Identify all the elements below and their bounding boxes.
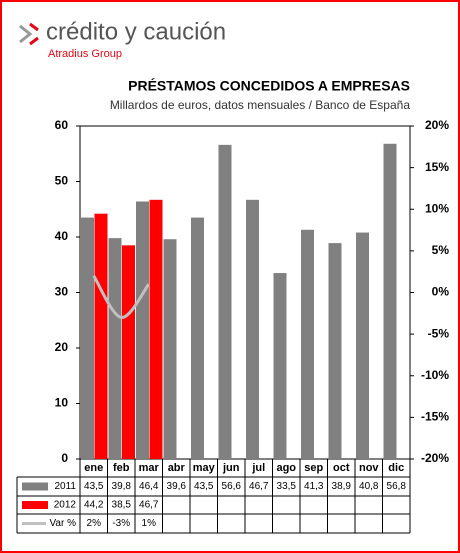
table-value: 56,8 [387,481,407,492]
y2-tick-label: 20% [425,118,449,132]
bar [191,217,204,459]
bar [273,273,287,459]
y-tick-label: 60 [55,118,69,132]
legend-label: 2012 [54,500,77,511]
legend-swatch [22,501,48,509]
x-tick-label: jun [222,462,240,474]
table-value: 43,5 [194,481,214,492]
y2-tick-label: -5% [428,326,450,340]
x-tick-label: may [193,462,216,474]
table-value: 1% [142,518,157,529]
y2-tick-label: -15% [421,410,449,424]
x-tick-label: dic [388,462,404,474]
table-value: 41,3 [304,481,324,492]
y2-tick-label: 10% [425,201,449,215]
table-value: 46,4 [139,481,159,492]
table-value: -3% [112,518,130,529]
x-tick-label: ago [276,462,296,474]
table-value: 44,2 [84,500,104,511]
table-value: 46,7 [249,481,269,492]
bar [149,199,163,459]
logo-mark [29,22,39,46]
y-tick-label: 20 [55,340,69,354]
y2-tick-label: -10% [421,368,449,382]
logo: crédito y caución Atradius Group [19,18,226,60]
y-tick-label: 10 [55,396,69,410]
x-tick-label: abr [168,462,186,474]
logo-group: Atradius Group [48,48,122,60]
chart-title: PRÉSTAMOS CONCEDIDOS A EMPRESAS [128,78,410,94]
x-tick-label: feb [113,462,130,474]
table-value: 46,7 [139,500,159,511]
chart-subtitle: Millardos de euros, datos mensuales / Ba… [110,98,411,112]
y2-tick-label: 15% [425,160,449,174]
legend-swatch [22,482,48,491]
bar [383,143,397,459]
y2-tick-label: 0% [432,285,450,299]
y-tick-label: 40 [55,229,69,243]
table-value: 40,8 [359,481,379,492]
y2-tick-label: 5% [432,243,450,257]
logo-mark [19,24,33,44]
table-value: 39,8 [112,481,132,492]
x-tick-label: ene [84,462,103,474]
bar [246,199,259,459]
bar [81,217,94,459]
bar [218,144,232,459]
x-tick-label: mar [139,462,160,474]
table-value: 39,6 [167,481,187,492]
y-tick-label: 0 [61,451,68,465]
table-value: 38,5 [112,500,132,511]
bar [328,243,342,459]
table-value: 33,5 [277,481,297,492]
bar [301,229,314,459]
x-tick-label: jul [251,462,265,474]
table-value: 43,5 [84,481,104,492]
legend-label: Var % [50,518,77,529]
y2-tick-label: -20% [421,451,449,465]
x-tick-label: nov [359,462,379,474]
legend-label: 2011 [54,481,76,492]
logo-name: crédito y caución [46,18,226,45]
x-tick-label: sep [304,462,323,474]
bar [163,239,177,459]
bar [94,213,108,459]
bar [136,201,149,460]
table-value: 2% [87,518,102,529]
table-value: 38,9 [332,481,352,492]
x-tick-label: oct [333,462,350,474]
y-tick-label: 50 [55,174,69,188]
bar [356,232,369,459]
bar [122,245,135,459]
y-tick-label: 30 [55,285,69,299]
table-value: 56,6 [222,481,242,492]
line [92,275,150,319]
bar [108,238,122,459]
